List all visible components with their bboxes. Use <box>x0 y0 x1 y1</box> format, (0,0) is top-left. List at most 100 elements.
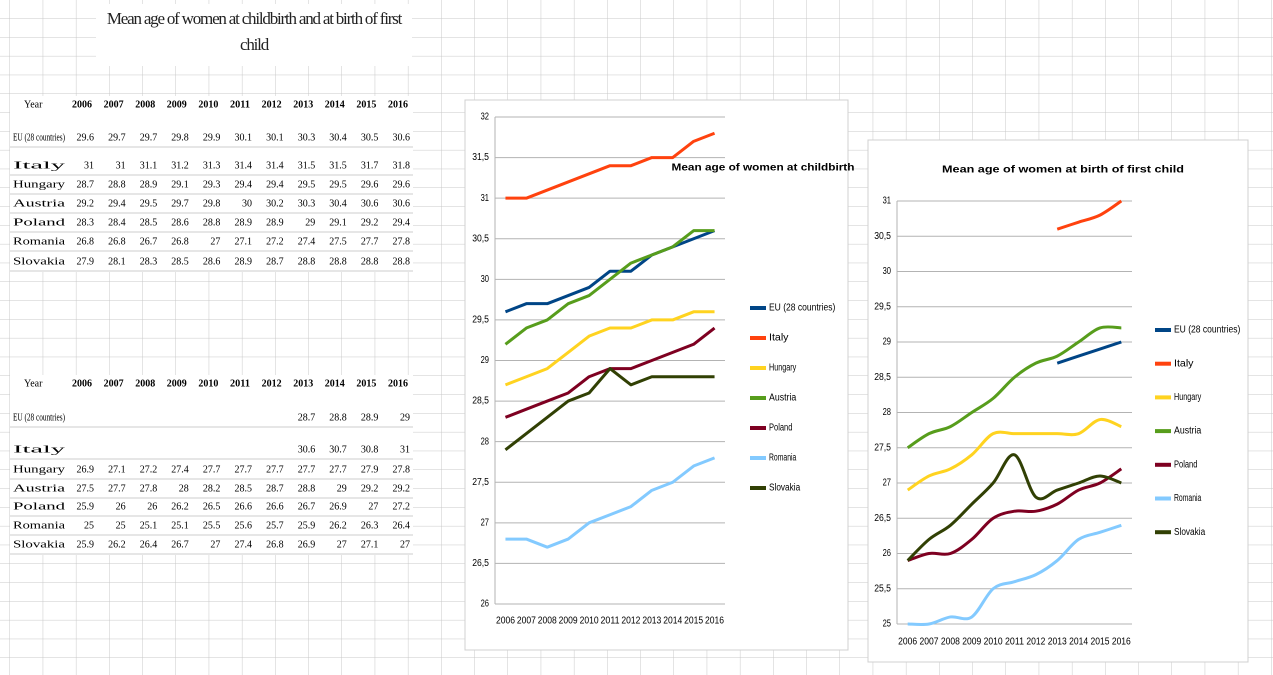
table-cell: 30.1 <box>266 132 284 143</box>
table-year: 2011 <box>230 378 250 389</box>
table-year: 2015 <box>356 378 376 389</box>
y-tick-label: 29 <box>883 337 892 348</box>
table-cell: 25.1 <box>140 520 158 531</box>
table-cell: 29.9 <box>203 132 221 143</box>
table-cell: 27.5 <box>329 236 347 247</box>
y-tick-label: 28 <box>883 407 892 418</box>
table-cell: 27.5 <box>77 483 95 494</box>
table-cell: 31.5 <box>298 160 316 171</box>
table-cell: 31.3 <box>203 160 221 171</box>
x-tick-label: 2015 <box>684 616 703 627</box>
table-cell: 30.2 <box>266 198 284 209</box>
table-cell: 28.9 <box>266 217 284 228</box>
table-cell: 29 <box>400 412 410 423</box>
y-tick-label: 26,5 <box>874 513 891 524</box>
table-cell: 30.6 <box>393 198 411 209</box>
table-cell: 28.5 <box>140 217 158 228</box>
series-line <box>505 131 716 200</box>
table-cell: 28.5 <box>235 483 253 494</box>
table-cell: 25.5 <box>203 520 221 531</box>
table-cell: 29.4 <box>108 198 126 209</box>
table-cell: 29.1 <box>329 217 347 228</box>
y-tick-label: 27 <box>481 517 490 528</box>
table-cell: 26.4 <box>393 520 411 531</box>
x-tick-label: 2011 <box>1005 637 1024 648</box>
table-cell: 29.2 <box>393 483 411 494</box>
y-tick-label: 30,5 <box>472 233 489 244</box>
table-row-label: EU (28 countries) <box>13 132 65 143</box>
x-tick-label: 2016 <box>1112 637 1131 648</box>
legend-label: Slovakia <box>769 483 801 494</box>
table-row-label: Romania <box>13 236 66 247</box>
x-tick-label: 2008 <box>941 637 960 648</box>
table-cell: 30.6 <box>393 132 411 143</box>
table-cell: 27.7 <box>298 464 316 475</box>
table-cell: 29.5 <box>298 179 316 190</box>
table-cell: 26 <box>147 501 157 512</box>
sheet-title-box: Mean age of women at childbirth and at b… <box>107 9 402 54</box>
x-tick-label: 2012 <box>1026 637 1045 648</box>
table-cell: 27.2 <box>140 464 158 475</box>
table-cell: 26.5 <box>203 501 221 512</box>
table-cell: 29.8 <box>171 132 189 143</box>
table-cell: 28.8 <box>203 217 221 228</box>
table-year: 2006 <box>72 378 92 389</box>
table-cell: 28 <box>179 483 189 494</box>
table-cell: 28.6 <box>171 217 189 228</box>
legend-label: Slovakia <box>1174 527 1206 538</box>
y-tick-label: 26,5 <box>472 558 489 569</box>
table-cell: 28.8 <box>329 256 347 267</box>
table-cell: 31.2 <box>171 160 189 171</box>
series-line <box>907 523 1122 627</box>
table-cell: 27.1 <box>108 464 126 475</box>
table-cell: 26.6 <box>235 501 253 512</box>
table-cell: 25 <box>84 520 94 531</box>
table-cell: 27.1 <box>361 539 379 550</box>
x-tick-label: 2007 <box>517 616 536 627</box>
table-cell: 30.6 <box>361 198 379 209</box>
table-cell: 26.7 <box>298 501 316 512</box>
table-year: 2008 <box>135 378 155 389</box>
table-cell: 30.4 <box>329 132 347 143</box>
table-cell: 26.9 <box>298 539 316 550</box>
table-row-label: Austria <box>13 483 66 494</box>
table-cell: 27.7 <box>329 464 347 475</box>
table-cell: 31 <box>116 160 126 171</box>
y-tick-label: 26 <box>883 548 892 559</box>
table-cell: 31.1 <box>140 160 158 171</box>
table-row-label: Austria <box>13 198 66 209</box>
legend-label: Hungary <box>1174 392 1201 403</box>
table-cell: 31.5 <box>329 160 347 171</box>
legend-label: Romania <box>1174 493 1202 504</box>
y-tick-label: 31 <box>481 193 490 204</box>
table-cell: 29.5 <box>140 198 158 209</box>
table-cell: 29.6 <box>77 132 95 143</box>
table-year: 2013 <box>293 378 313 389</box>
y-tick-label: 28 <box>481 436 490 447</box>
table-year: 2016 <box>388 99 408 110</box>
table-cell: 25.7 <box>266 520 284 531</box>
table-cell: 26.4 <box>140 539 158 550</box>
legend-label: Italy <box>1174 358 1194 369</box>
table-cell: 29.4 <box>235 179 253 190</box>
table-cell: 28.7 <box>266 256 284 267</box>
legend-label: EU (28 countries) <box>1174 325 1240 336</box>
table-cell: 26.7 <box>140 236 158 247</box>
y-tick-label: 29,5 <box>472 315 489 326</box>
table-cell: 28.3 <box>77 217 95 228</box>
table-cell: 29.2 <box>361 217 379 228</box>
table-year: 2006 <box>72 99 92 110</box>
series-line <box>906 325 1122 450</box>
table-cell: 28.8 <box>393 256 411 267</box>
legend-label: Austria <box>769 393 797 404</box>
legend-label: EU (28 countries) <box>769 303 835 314</box>
table-cell: 26 <box>116 501 126 512</box>
y-tick-label: 27,5 <box>874 442 891 453</box>
y-tick-label: 29 <box>481 355 490 366</box>
table-cell: 31.4 <box>266 160 284 171</box>
table-cell: 27.7 <box>266 464 284 475</box>
table-cell: 26.3 <box>361 520 379 531</box>
table-year: 2016 <box>388 378 408 389</box>
table-cell: 30.5 <box>361 132 379 143</box>
x-tick-label: 2010 <box>580 616 599 627</box>
